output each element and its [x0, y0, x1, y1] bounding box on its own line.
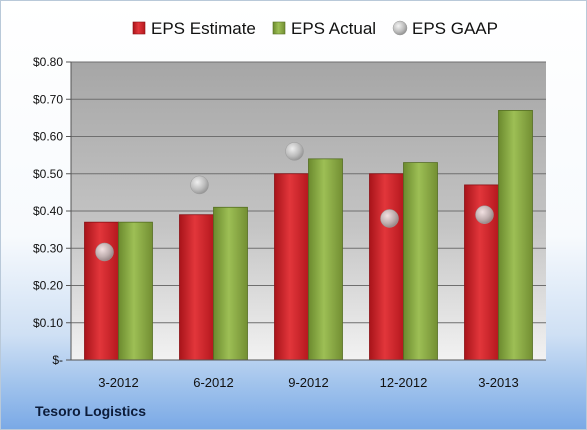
bar-eps-estimate: [274, 173, 309, 361]
legend-swatch-eps-actual: [272, 21, 286, 35]
legend-label-eps-actual: EPS Actual: [291, 19, 376, 38]
x-tick-label: 6-2012: [193, 375, 233, 390]
y-tick-label: $0.70: [33, 92, 63, 106]
y-tick-label: $0.20: [33, 279, 63, 293]
point-eps-gaap: [285, 142, 304, 161]
legend-swatch-eps-gaap: [392, 20, 408, 36]
y-tick-label: $0.60: [33, 130, 63, 144]
x-tick-label: 9-2012: [288, 375, 328, 390]
bar-eps-actual: [118, 221, 153, 361]
legend-label-eps-gaap: EPS GAAP: [412, 19, 498, 38]
y-tick-label: $0.80: [33, 55, 63, 69]
bar-eps-estimate: [84, 221, 119, 361]
y-tick-label: $0.50: [33, 167, 63, 181]
bar-eps-actual: [213, 206, 248, 361]
bar-eps-estimate: [179, 214, 214, 361]
bar-eps-actual: [308, 158, 343, 361]
legend-label-eps-estimate: EPS Estimate: [151, 19, 256, 38]
y-tick-label: $0.10: [33, 316, 63, 330]
point-eps-gaap: [95, 242, 114, 262]
company-name: Tesoro Logistics: [35, 403, 146, 419]
x-tick-label: 3-2013: [478, 375, 518, 390]
x-tick-label: 3-2012: [98, 375, 138, 390]
x-tick-label: 12-2012: [380, 375, 428, 390]
y-tick-label: $0.30: [33, 241, 63, 255]
point-eps-gaap: [380, 209, 399, 228]
bar-eps-estimate: [369, 173, 404, 361]
bar-eps-actual: [403, 162, 438, 361]
y-tick-label: $0.40: [33, 204, 63, 218]
y-tick-label: $-: [52, 353, 63, 367]
bar-eps-actual: [498, 110, 533, 361]
point-eps-gaap: [190, 175, 209, 195]
legend-swatch-eps-estimate: [132, 21, 146, 35]
point-eps-gaap: [475, 205, 494, 224]
